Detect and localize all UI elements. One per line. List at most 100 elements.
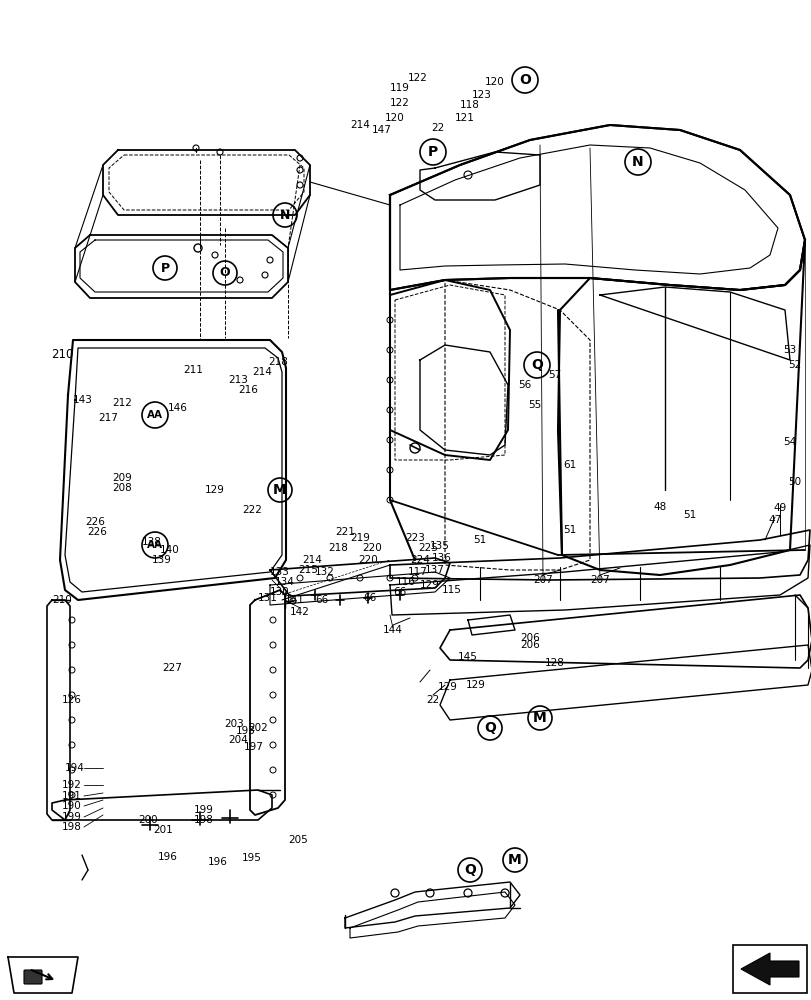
- Bar: [732, 945, 806, 993]
- Text: 200: 200: [138, 815, 157, 825]
- Text: 141: 141: [285, 595, 305, 605]
- Text: 192: 192: [62, 780, 82, 790]
- Text: 227: 227: [162, 663, 182, 673]
- Text: 206: 206: [520, 640, 539, 650]
- Text: 225: 225: [418, 543, 437, 553]
- Text: 208: 208: [112, 483, 131, 493]
- Text: AA: AA: [147, 540, 163, 550]
- Text: 121: 121: [454, 113, 474, 123]
- Text: 146: 146: [168, 403, 187, 413]
- Text: 214: 214: [302, 555, 321, 565]
- Text: 123: 123: [471, 90, 491, 100]
- Text: 66: 66: [393, 587, 406, 597]
- Text: 210: 210: [52, 595, 72, 605]
- Text: 226: 226: [87, 527, 107, 537]
- Text: 55: 55: [528, 400, 541, 410]
- Text: 66: 66: [315, 595, 328, 605]
- Text: 219: 219: [350, 533, 370, 543]
- Text: 139: 139: [152, 555, 172, 565]
- Text: 207: 207: [590, 575, 609, 585]
- Text: 218: 218: [328, 543, 347, 553]
- Text: 198: 198: [62, 822, 82, 832]
- Text: 117: 117: [408, 567, 427, 577]
- Text: 213: 213: [228, 375, 247, 385]
- Text: 120: 120: [484, 77, 504, 87]
- Text: 201: 201: [153, 825, 173, 835]
- Text: 224: 224: [410, 555, 429, 565]
- Text: 22: 22: [431, 123, 444, 133]
- Text: 66: 66: [363, 593, 376, 603]
- Text: N: N: [632, 155, 643, 169]
- Text: 199: 199: [194, 805, 213, 815]
- Text: 210: 210: [51, 349, 73, 361]
- Text: 129: 129: [205, 485, 225, 495]
- Text: 195: 195: [242, 853, 262, 863]
- Text: 193: 193: [236, 726, 255, 736]
- Text: 142: 142: [290, 607, 310, 617]
- Text: 129: 129: [466, 680, 485, 690]
- Text: 191: 191: [62, 791, 82, 801]
- Text: 116: 116: [396, 577, 415, 587]
- Text: Q: Q: [530, 358, 543, 372]
- Text: Q: Q: [483, 721, 496, 735]
- Text: 209: 209: [112, 473, 131, 483]
- Text: 61: 61: [563, 460, 576, 470]
- Text: 221: 221: [335, 527, 354, 537]
- Text: 135: 135: [430, 541, 449, 551]
- Text: 145: 145: [457, 652, 478, 662]
- Text: 196: 196: [158, 852, 178, 862]
- Text: 138: 138: [142, 537, 161, 547]
- Text: 222: 222: [242, 505, 262, 515]
- Text: 50: 50: [787, 477, 800, 487]
- Text: 207: 207: [533, 575, 552, 585]
- Text: 48: 48: [653, 502, 666, 512]
- Text: 199: 199: [62, 812, 82, 822]
- Text: 220: 220: [362, 543, 381, 553]
- Text: 220: 220: [358, 555, 377, 565]
- Text: 143: 143: [73, 395, 92, 405]
- Text: P: P: [427, 145, 438, 159]
- Text: 130: 130: [270, 587, 290, 597]
- Text: 57: 57: [547, 370, 561, 380]
- Text: 214: 214: [251, 367, 272, 377]
- Text: 51: 51: [683, 510, 696, 520]
- Text: 218: 218: [268, 357, 288, 367]
- Text: 197: 197: [244, 742, 264, 752]
- Text: 22: 22: [426, 695, 439, 705]
- Text: 196: 196: [208, 857, 228, 867]
- Text: P: P: [161, 261, 169, 274]
- Text: 51: 51: [563, 525, 576, 535]
- Text: 126: 126: [62, 695, 82, 705]
- Text: 136: 136: [431, 553, 452, 563]
- Text: 214: 214: [350, 120, 370, 130]
- Text: 215: 215: [298, 565, 318, 575]
- Text: 137: 137: [424, 565, 444, 575]
- Text: O: O: [518, 73, 530, 87]
- Text: M: M: [533, 711, 546, 725]
- Text: 205: 205: [288, 835, 307, 845]
- Text: 115: 115: [441, 585, 461, 595]
- Text: 134: 134: [275, 577, 294, 587]
- Text: O: O: [220, 266, 230, 279]
- Text: 129: 129: [437, 682, 457, 692]
- Text: 202: 202: [248, 723, 268, 733]
- Text: 56: 56: [517, 380, 531, 390]
- Text: 51: 51: [473, 535, 486, 545]
- Text: Q: Q: [464, 863, 475, 877]
- Text: 118: 118: [460, 100, 479, 110]
- Text: 53: 53: [783, 345, 796, 355]
- Text: M: M: [508, 853, 521, 867]
- Text: 204: 204: [228, 735, 247, 745]
- Text: AA: AA: [147, 410, 163, 420]
- Text: 226: 226: [85, 517, 105, 527]
- Text: 190: 190: [62, 801, 82, 811]
- Text: 49: 49: [772, 503, 786, 513]
- FancyBboxPatch shape: [24, 970, 42, 984]
- Text: 194: 194: [65, 763, 85, 773]
- Text: 144: 144: [383, 625, 402, 635]
- Text: 223: 223: [405, 533, 424, 543]
- Text: 147: 147: [371, 125, 392, 135]
- Text: 198: 198: [194, 815, 213, 825]
- Text: 140: 140: [160, 545, 180, 555]
- Text: 129: 129: [419, 580, 440, 590]
